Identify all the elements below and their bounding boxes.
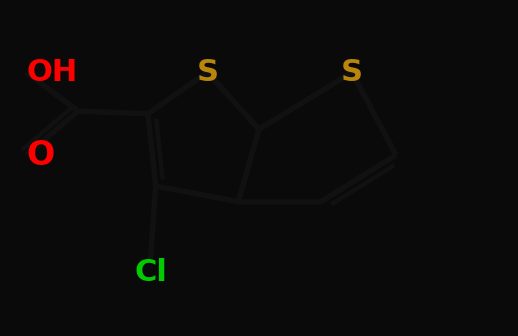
Text: S: S [341, 58, 363, 87]
Text: Cl: Cl [134, 258, 167, 288]
Text: O: O [26, 138, 54, 172]
Text: OH: OH [26, 58, 78, 87]
Text: S: S [196, 58, 218, 87]
